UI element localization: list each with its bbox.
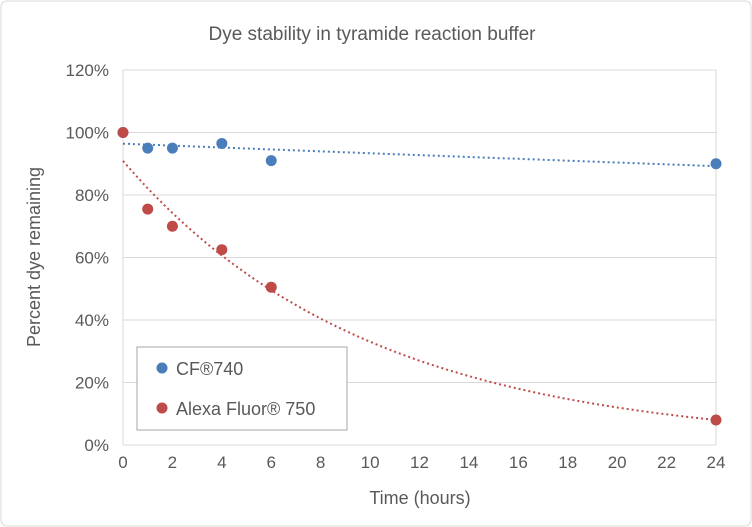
data-point-series-0 [166,142,178,154]
y-tick-label: 40% [75,311,109,330]
data-point-series-1 [265,281,277,293]
x-axis-label: Time (hours) [369,488,470,508]
x-tick-label: 2 [168,453,177,472]
data-point-series-1 [166,220,178,232]
x-tick-label: 8 [316,453,325,472]
x-tick-label: 18 [558,453,577,472]
data-point-series-0 [710,158,722,170]
data-point-series-1 [710,414,722,426]
data-point-series-1 [117,127,129,138]
y-axis-label: Percent dye remaining [24,167,44,347]
legend-label-cf740: CF®740 [176,359,243,379]
y-tick-label: 0% [84,436,109,455]
data-point-series-0 [265,155,277,167]
y-tick-label: 100% [66,124,109,143]
trendline-0 [122,142,717,168]
data-point-series-0 [142,142,154,154]
x-tick-label: 22 [657,453,676,472]
x-tick-label: 4 [217,453,226,472]
y-tick-label: 20% [75,374,109,393]
legend-marker-alexa750 [156,402,168,414]
y-tick-label: 120% [66,61,109,80]
legend-label-alexa750: Alexa Fluor® 750 [176,399,315,419]
x-tick-label: 16 [509,453,528,472]
x-tick-label: 10 [361,453,380,472]
x-tick-label: 14 [459,453,478,472]
data-point-series-0 [216,137,228,149]
legend: CF®740 Alexa Fluor® 750 [136,346,348,431]
chart-title: Dye stability in tyramide reaction buffe… [208,24,536,45]
x-tick-label: 24 [707,453,726,472]
y-tick-label: 80% [75,186,109,205]
data-point-series-1 [216,244,228,256]
trendline-1 [122,160,717,421]
data-point-series-1 [142,203,154,215]
x-tick-label: 12 [410,453,429,472]
x-tick-label: 20 [608,453,627,472]
legend-box [136,346,348,431]
legend-marker-cf740 [156,362,168,374]
y-tick-label: 60% [75,249,109,268]
x-tick-label: 0 [118,453,127,472]
x-tick-label: 6 [267,453,276,472]
